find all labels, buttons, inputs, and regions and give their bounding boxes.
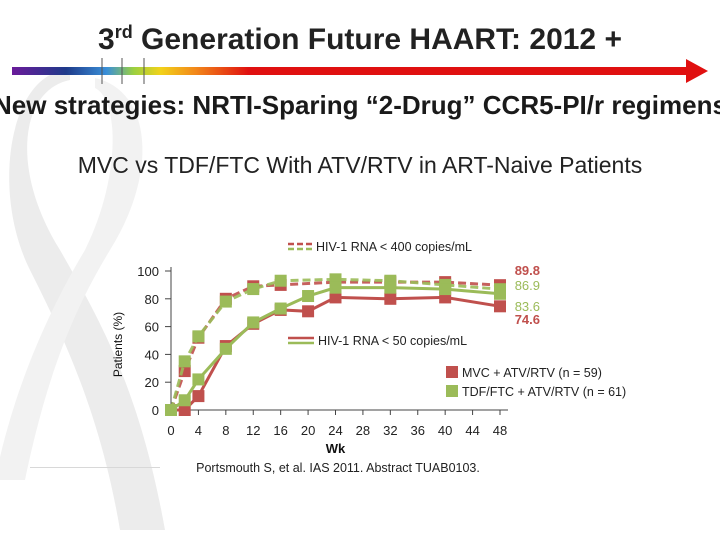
- series-point: [247, 283, 260, 296]
- y-tick-label: 80: [145, 292, 159, 307]
- end-value-label: 83.6: [515, 299, 540, 314]
- x-tick-label: 40: [438, 423, 452, 438]
- legend-label-bottom: HIV-1 RNA < 50 copies/mL: [318, 334, 467, 348]
- y-tick-label: 40: [145, 347, 159, 362]
- x-tick-label: 12: [246, 423, 260, 438]
- x-tick-label: 32: [383, 423, 397, 438]
- series-point: [384, 281, 397, 294]
- chart-title: MVC vs TDF/FTC With ATV/RTV in ART-Naive…: [77, 152, 643, 178]
- series-point: [384, 292, 397, 305]
- series-point: [165, 404, 177, 416]
- series-point: [192, 330, 205, 343]
- x-tick-label: 20: [301, 423, 315, 438]
- slide-subtitle: New strategies: NRTI-Sparing “2-Drug” CC…: [0, 90, 720, 120]
- x-tick-label: 8: [222, 423, 229, 438]
- divider-line: [30, 467, 160, 468]
- x-tick-label: 36: [411, 423, 425, 438]
- x-tick-label: 48: [493, 423, 507, 438]
- series-point: [192, 390, 205, 403]
- series-point: [494, 287, 506, 300]
- series-point: [494, 300, 506, 313]
- series-point: [302, 290, 315, 303]
- series-point: [439, 283, 452, 296]
- y-tick-label: 60: [145, 320, 159, 335]
- legend-entry-label: TDF/FTC + ATV/RTV (n = 61): [462, 385, 626, 399]
- x-tick-label: 0: [167, 423, 174, 438]
- x-tick-label: 16: [273, 423, 287, 438]
- legend-entry-label: MVC + ATV/RTV (n = 59): [462, 366, 602, 380]
- legend-marker: [446, 385, 458, 397]
- end-value-label: 89.8: [515, 263, 540, 278]
- series-point: [329, 281, 342, 294]
- chart-series: [165, 273, 506, 416]
- y-tick-label: 0: [152, 403, 159, 418]
- series-point: [274, 274, 287, 287]
- chart-labels: 89.886.9 83.674.6 HIV-1 RNA < 400 copies/m…: [196, 240, 626, 475]
- series-point: [178, 404, 191, 416]
- series-point: [247, 316, 260, 329]
- legend-label-top: HIV-1 RNA < 400 copies/mL: [316, 240, 472, 254]
- series-point: [329, 291, 342, 304]
- series-point: [192, 373, 205, 386]
- timeline-arrow: [12, 58, 708, 84]
- x-axis-title: Wk: [326, 441, 346, 456]
- x-tick-label: 28: [356, 423, 370, 438]
- series-line: [169, 277, 501, 411]
- ribbon-watermark: [0, 70, 165, 530]
- x-tick-label: 4: [195, 423, 202, 438]
- y-tick-label: 20: [145, 375, 159, 390]
- y-tick-label: 100: [137, 264, 159, 279]
- slide-title: 3rd Generation Future HAART: 2012 +: [98, 22, 622, 56]
- citation: Portsmouth S, et al. IAS 2011. Abstract …: [196, 461, 480, 475]
- y-axis-title: Patients (%): [111, 312, 125, 377]
- legend-marker: [446, 366, 458, 378]
- series-point: [219, 342, 232, 355]
- end-value-label: 86.9: [515, 278, 540, 293]
- series-point: [219, 295, 232, 308]
- series-point: [302, 305, 315, 318]
- x-tick-label: 24: [328, 423, 342, 438]
- x-tick-label: 44: [465, 423, 479, 438]
- series-point: [178, 355, 191, 368]
- series-point: [178, 394, 191, 407]
- series-point: [274, 302, 287, 315]
- end-value-label: 74.6: [515, 312, 540, 327]
